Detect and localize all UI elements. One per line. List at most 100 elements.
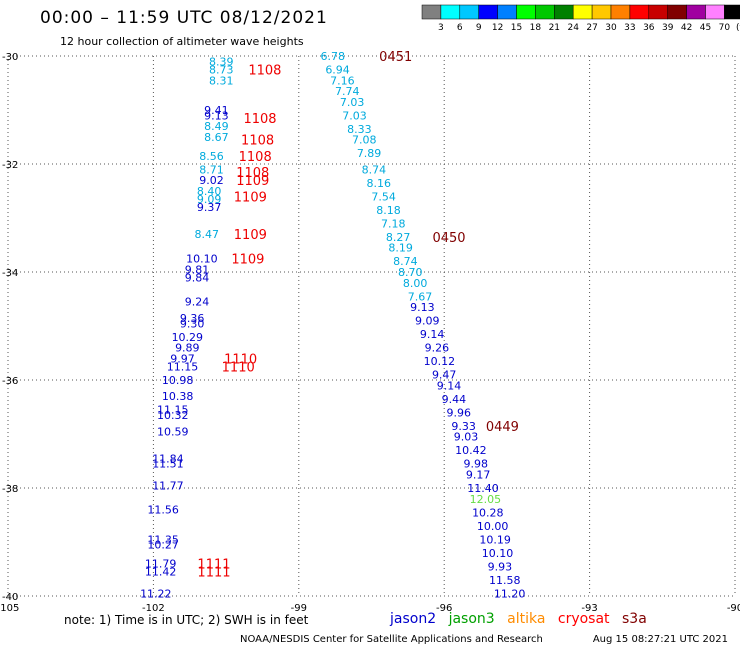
footer-timestamp: Aug 15 08:27:21 UTC 2021 (592, 634, 728, 645)
swh-value-label: 9.14 (437, 379, 462, 392)
swh-value-label: 10.19 (479, 533, 511, 546)
colorbar-label: 18 (530, 23, 542, 33)
swh-value-label: 7.89 (357, 147, 382, 160)
x-tick-label: -93 (581, 603, 597, 614)
colorbar-label: 36 (643, 23, 655, 33)
swh-value-label: 7.18 (381, 217, 406, 230)
x-tick-label: -96 (436, 603, 452, 614)
swh-value-label: 9.02 (199, 174, 224, 187)
colorbar-swatch (421, 4, 442, 20)
time-label: 1111 (197, 558, 230, 573)
swh-value-label: 9.33 (451, 420, 476, 433)
swh-value-label: 11.35 (147, 533, 179, 546)
swh-value-label: 8.73 (209, 64, 234, 77)
y-tick-label: -32 (2, 160, 18, 171)
colorbar-label: 39 (662, 23, 674, 33)
time-label: 1110 (222, 361, 255, 376)
footer-org: NOAA/NESDIS Center for Satellite Applica… (240, 634, 543, 645)
colorbar-swatch (440, 4, 461, 20)
y-tick-label: -38 (2, 484, 18, 495)
x-tick-label: -90 (727, 603, 740, 614)
swh-value-label: 11.40 (467, 482, 499, 495)
swh-value-label: 9.47 (432, 369, 457, 382)
swh-value-label: 10.29 (172, 331, 204, 344)
time-label: 1109 (234, 190, 267, 205)
swh-value-label: 10.42 (455, 444, 487, 457)
y-tick-label: -36 (2, 376, 18, 387)
swh-value-label: 11.58 (489, 574, 521, 587)
swh-value-label: 10.10 (482, 547, 514, 560)
swh-value-label: 9.30 (180, 317, 205, 330)
colorbar-swatch (572, 4, 593, 20)
swh-value-label: 10.00 (477, 520, 509, 533)
time-label: 0449 (486, 420, 519, 435)
x-tick-label: -99 (291, 603, 307, 614)
time-label: 1108 (248, 64, 281, 79)
swh-value-label: 10.12 (424, 355, 456, 368)
swh-value-label: 9.93 (488, 560, 513, 573)
swh-value-label: 9.41 (204, 104, 229, 117)
swh-value-label: 9.96 (446, 406, 471, 419)
swh-value-label: 7.08 (352, 134, 377, 147)
swh-value-label: 7.67 (408, 290, 433, 303)
colorbar-unit: (ft) (736, 23, 740, 33)
swh-value-label: 9.97 (170, 352, 195, 365)
swh-value-label: 8.56 (199, 150, 224, 163)
swh-value-label: 8.33 (347, 123, 372, 136)
swh-value-label: 8.40 (197, 185, 222, 198)
swh-value-label: 8.39 (209, 55, 234, 68)
swh-value-label: 11.15 (157, 404, 189, 417)
legend-altika: altika (507, 611, 546, 627)
swh-value-label: 11.56 (147, 504, 179, 517)
colorbar-swatch (667, 4, 687, 20)
swh-value-label: 9.09 (197, 193, 222, 206)
colorbar-swatch (724, 4, 740, 20)
time-label: 1108 (241, 134, 274, 149)
time-label: 1109 (234, 228, 267, 243)
colorbar-label: 42 (681, 23, 692, 33)
swh-value-label: 8.74 (362, 163, 387, 176)
colorbar-swatch (554, 4, 574, 20)
swh-value-label: 9.13 (410, 301, 435, 314)
swh-value-label: 6.78 (320, 50, 345, 63)
time-label: 1109 (236, 174, 269, 189)
time-label: 1109 (231, 253, 264, 268)
time-label: 1110 (224, 352, 257, 367)
time-label: 1108 (239, 150, 272, 165)
swh-value-label: 8.16 (367, 177, 392, 190)
colorbar-label: 12 (492, 23, 503, 33)
swh-value-label: 11.79 (145, 558, 177, 571)
colorbar-label: 21 (549, 23, 560, 33)
swh-value-label: 8.74 (393, 255, 418, 268)
swh-value-label: 7.03 (340, 96, 365, 109)
colorbar-swatch (610, 4, 631, 20)
colorbar-label: 30 (605, 23, 617, 33)
swh-value-label: 9.37 (197, 201, 222, 214)
swh-value-label: 10.28 (472, 506, 504, 519)
swh-value-label: 9.89 (175, 342, 200, 355)
swh-value-label: 8.67 (204, 131, 229, 144)
swh-value-label: 6.94 (325, 64, 350, 77)
swh-value-label: 7.54 (371, 190, 396, 203)
swh-value-label: 9.14 (420, 328, 445, 341)
legend-jason2: jason2 (390, 611, 437, 627)
swh-value-label: 11.20 (494, 587, 526, 600)
legend-cryosat: cryosat (557, 611, 610, 627)
swh-value-label: 8.70 (398, 266, 423, 279)
y-tick-label: -30 (2, 52, 18, 63)
colorbar-label: 33 (624, 23, 635, 33)
swh-value-label: 8.49 (204, 120, 229, 133)
colorbar-swatch (497, 4, 517, 20)
swh-value-label: 11.84 (152, 452, 184, 465)
y-tick-label: -40 (2, 592, 18, 603)
colorbar-swatch (648, 4, 668, 20)
time-label: 0451 (379, 50, 412, 65)
swh-value-label: 8.31 (209, 74, 234, 87)
swh-value-label: 9.17 (466, 469, 491, 482)
footer-note: note: 1) Time is in UTC; 2) SWH is in fe… (64, 613, 309, 627)
swh-value-label: 9.44 (442, 393, 467, 406)
swh-value-label: 11.51 (152, 458, 184, 471)
swh-value-label: 8.00 (403, 277, 428, 290)
swh-value-label: 12.05 (470, 493, 502, 506)
colorbar-swatch (591, 4, 612, 20)
